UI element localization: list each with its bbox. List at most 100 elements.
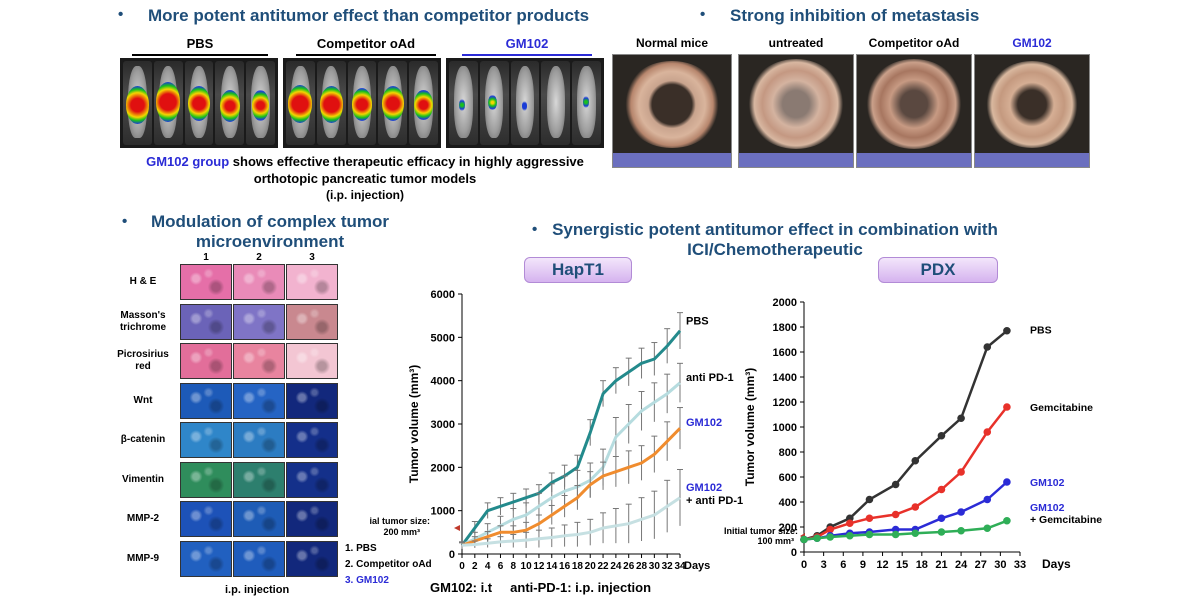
- metastasis-photo-competitor: [856, 54, 972, 168]
- series-point: [957, 468, 965, 476]
- series-point: [1003, 516, 1011, 525]
- series-label: PBS: [1030, 325, 1052, 337]
- x-tick-label: 18: [916, 559, 928, 571]
- mouse-image: [215, 61, 245, 145]
- hist-image-cell: [233, 303, 285, 340]
- hist-row-label: Vimentin: [121, 473, 165, 485]
- hist-image-cell: [233, 422, 285, 458]
- hist-image-cell: [233, 540, 285, 577]
- x-tick-label: 0: [801, 559, 807, 571]
- y-tick-label: 1000: [773, 422, 797, 434]
- heading-microenv-line2: microenvironment: [195, 232, 345, 251]
- group-rule-gm102: [462, 54, 592, 56]
- series-label: GM102: [1030, 477, 1065, 489]
- series-point: [957, 508, 965, 516]
- heading-metastasis: • Strong inhibition of metastasis: [700, 6, 979, 26]
- series-point: [813, 534, 821, 543]
- y-tick-label: 1800: [773, 322, 797, 334]
- group-rule-pbs: [132, 54, 268, 56]
- x-tick-label: 30: [649, 561, 661, 572]
- heading-potent: • More potent antitumor effect than comp…: [118, 6, 590, 26]
- series-point: [937, 431, 946, 440]
- mouse-image: [286, 61, 315, 145]
- x-tick-label: 2: [472, 561, 478, 572]
- series-point: [846, 519, 854, 528]
- hist-image-cell: [180, 461, 232, 498]
- hist-image-cell: [233, 501, 285, 537]
- hist-col-label-1: 1: [203, 252, 209, 263]
- y-axis-label: Tumor volume (mm³): [743, 368, 757, 486]
- hist-footer: i.p. injection: [225, 584, 290, 596]
- y-tick-label: 1200: [773, 397, 797, 409]
- x-tick-label: 18: [572, 561, 584, 572]
- bullet: •: [122, 213, 128, 230]
- hist-legend-pbs: 1. PBS: [345, 543, 377, 554]
- hist-image-cell: [286, 303, 338, 340]
- pill-pdx: PDX: [878, 257, 998, 283]
- x-tick-label: 24: [955, 559, 968, 571]
- hist-image-cell: [180, 264, 232, 300]
- pill-hapt1: HapT1: [524, 257, 632, 283]
- series-label: GM102: [686, 482, 722, 494]
- heading-potent-text: More potent antitumor effect than compet…: [148, 6, 590, 25]
- series-label: + Gemcitabine: [1030, 514, 1102, 526]
- series-point: [891, 530, 900, 539]
- series-point: [865, 530, 874, 539]
- hist-row-label: Masson's trichrome: [119, 309, 167, 333]
- hist-image-cell: [286, 382, 338, 419]
- mouse-image: [347, 61, 377, 145]
- x-tick-label: 32: [662, 561, 674, 572]
- series-point: [800, 535, 808, 544]
- series-point: [826, 525, 834, 534]
- x-tick-label: 6: [840, 559, 846, 571]
- imaging-strip-gm102: [446, 58, 604, 148]
- y-tick-label: 200: [779, 522, 797, 534]
- series-point: [957, 414, 965, 423]
- hist-image-cell: [233, 343, 285, 379]
- heading-synergy: • Synergistic potent antitumor effect in…: [520, 220, 1030, 260]
- y-tick-label: 2000: [773, 297, 797, 309]
- hist-row-label: β-catenin: [120, 434, 166, 445]
- hist-image-cell: [180, 343, 232, 379]
- hist-row-label: Wnt: [133, 394, 153, 406]
- series-point: [846, 531, 854, 540]
- x-tick-label: 28: [636, 561, 648, 572]
- series-label: + anti PD-1: [686, 495, 743, 507]
- mouse-image: [449, 61, 478, 145]
- hist-col-label-3: 3: [309, 252, 315, 263]
- y-tick-label: 1400: [773, 372, 797, 384]
- initial-size-label: Initial tumor size:: [724, 526, 798, 536]
- x-tick-label: 27: [975, 559, 987, 571]
- hapt1-footer: GM102: i.t anti-PD-1: i.p. injection: [430, 580, 652, 595]
- hist-image-cell: [286, 501, 338, 537]
- y-tick-label: 600: [779, 472, 797, 484]
- series-label: Gemcitabine: [1030, 402, 1093, 414]
- x-tick-label: 4: [485, 561, 491, 572]
- series-point: [865, 495, 874, 504]
- x-axis-label: Days: [1042, 557, 1071, 571]
- x-tick-label: 8: [511, 561, 517, 572]
- mouse-image: [541, 61, 571, 145]
- hist-image-cell: [180, 382, 232, 419]
- x-tick-label: 10: [521, 561, 533, 572]
- group-label-pbs: PBS: [186, 36, 214, 51]
- hist-legend-competitor: 2. Competitor oAd: [345, 559, 432, 570]
- series-line: [461, 496, 681, 547]
- metastasis-label-normal: Normal mice: [635, 36, 709, 50]
- initial-size-value: 100 mm³: [757, 536, 794, 546]
- mouse-image: [246, 61, 275, 145]
- heading-synergy-line1: Synergistic potent antitumor effect in c…: [552, 220, 998, 239]
- imaging-caption: GM102 group shows effective therapeutic …: [120, 153, 610, 204]
- hist-image-cell: [286, 540, 338, 577]
- series-label: PBS: [686, 315, 709, 327]
- mouse-image: [153, 61, 183, 145]
- x-tick-label: 34: [674, 561, 686, 572]
- initial-size-value: 200 mm³: [383, 527, 420, 537]
- series-point: [911, 456, 920, 465]
- series-point: [911, 529, 920, 538]
- y-tick-label: 0: [791, 547, 797, 559]
- series-label: anti PD-1: [686, 372, 734, 384]
- caption-line2: orthotopic pancreatic tumor models: [253, 171, 477, 186]
- heading-synergy-line2: ICI/Chemotherapeutic: [687, 240, 863, 259]
